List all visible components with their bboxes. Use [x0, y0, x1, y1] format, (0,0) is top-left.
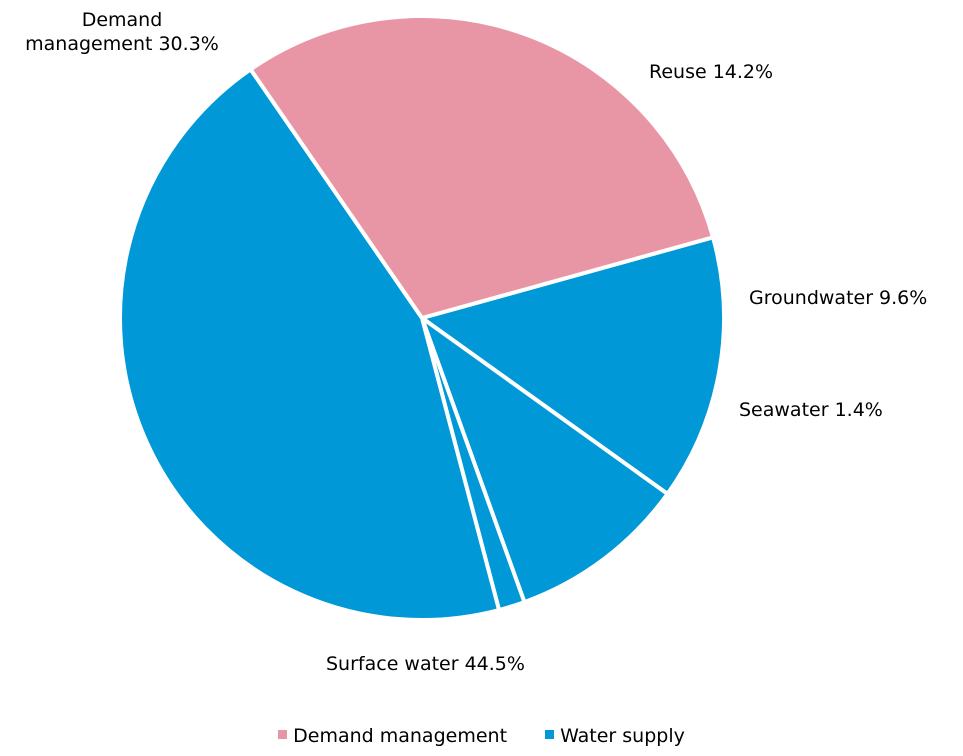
slice-label-demand-management: Demand management 30.3%: [0, 8, 244, 56]
pie-slice-reuse: [420, 235, 726, 496]
legend-item-water-supply: Water supply: [545, 724, 685, 748]
legend: Demand management Water supply: [0, 724, 963, 748]
legend-swatch-water-supply: [545, 730, 555, 739]
slice-label-surface-water: Surface water 44.5%: [326, 653, 525, 675]
slice-label-seawater: Seawater 1.4%: [739, 399, 883, 421]
pie-slice-surface-water: [118, 67, 502, 622]
slice-label-reuse: Reuse 14.2%: [649, 61, 774, 83]
legend-label-demand-management: Demand management: [293, 725, 508, 747]
legend-swatch-demand-management: [278, 730, 288, 739]
pie-slice-demand-management: [248, 14, 716, 320]
slice-label-demand-line1: Demand: [81, 9, 163, 31]
legend-item-demand-management: Demand management: [278, 724, 507, 748]
slice-label-groundwater: Groundwater 9.6%: [749, 287, 928, 309]
slice-label-demand-line2: management 30.3%: [25, 33, 219, 55]
pie-slice-groundwater: [420, 316, 670, 605]
legend-label-water-supply: Water supply: [560, 725, 685, 747]
